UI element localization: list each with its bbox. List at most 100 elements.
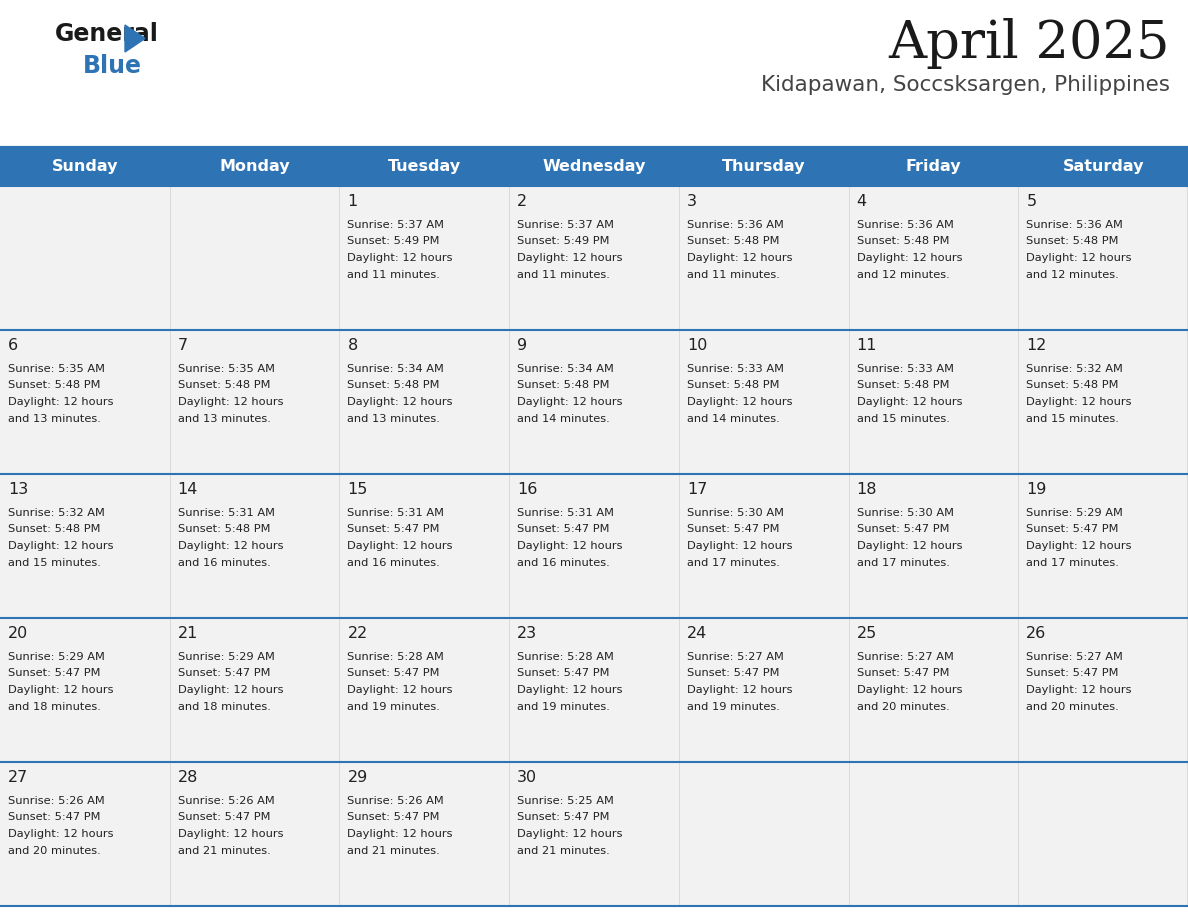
Text: and 13 minutes.: and 13 minutes. [347,413,441,423]
Text: and 16 minutes.: and 16 minutes. [178,557,271,567]
Bar [1018,762,1188,906]
Text: 1: 1 [347,194,358,209]
Text: Sunrise: 5:37 AM: Sunrise: 5:37 AM [347,220,444,230]
Text: and 21 minutes.: and 21 minutes. [178,845,271,856]
Bar [170,474,340,618]
Text: April 2025: April 2025 [889,18,1170,69]
Text: Sunset: 5:47 PM: Sunset: 5:47 PM [517,668,609,678]
Text: 15: 15 [347,482,368,497]
Bar [848,618,1018,762]
Bar [510,148,678,186]
Text: 2: 2 [517,194,527,209]
Text: Blue: Blue [83,54,143,78]
Text: Sunset: 5:48 PM: Sunset: 5:48 PM [8,380,101,390]
Text: Daylight: 12 hours: Daylight: 12 hours [857,685,962,695]
Text: and 20 minutes.: and 20 minutes. [1026,701,1119,711]
Bar [678,618,848,762]
Text: and 15 minutes.: and 15 minutes. [8,557,101,567]
Text: Sunset: 5:48 PM: Sunset: 5:48 PM [347,380,440,390]
Text: Tuesday: Tuesday [387,160,461,174]
Bar [1018,618,1188,762]
Bar [340,618,510,762]
Text: Daylight: 12 hours: Daylight: 12 hours [1026,253,1132,263]
Text: and 11 minutes.: and 11 minutes. [687,270,779,279]
Text: Sunrise: 5:36 AM: Sunrise: 5:36 AM [857,220,954,230]
Text: and 18 minutes.: and 18 minutes. [8,701,101,711]
Text: Sunset: 5:47 PM: Sunset: 5:47 PM [1026,668,1119,678]
Text: and 15 minutes.: and 15 minutes. [857,413,949,423]
Text: Thursday: Thursday [722,160,805,174]
Text: Daylight: 12 hours: Daylight: 12 hours [687,397,792,407]
Text: and 16 minutes.: and 16 minutes. [517,557,609,567]
Bar [1018,186,1188,330]
Text: Sunset: 5:47 PM: Sunset: 5:47 PM [347,812,440,823]
Text: Sunset: 5:47 PM: Sunset: 5:47 PM [517,524,609,534]
Bar [678,148,848,186]
Bar [848,186,1018,330]
Text: Sunset: 5:49 PM: Sunset: 5:49 PM [517,237,609,247]
Text: and 20 minutes.: and 20 minutes. [8,845,101,856]
Text: Daylight: 12 hours: Daylight: 12 hours [347,253,453,263]
Bar [510,762,678,906]
Text: Sunrise: 5:27 AM: Sunrise: 5:27 AM [857,652,954,662]
Bar [340,148,510,186]
Text: Daylight: 12 hours: Daylight: 12 hours [178,829,283,839]
Bar [0,330,170,474]
Text: Sunrise: 5:33 AM: Sunrise: 5:33 AM [857,364,954,374]
Text: 4: 4 [857,194,867,209]
Bar [170,186,340,330]
Text: and 20 minutes.: and 20 minutes. [857,701,949,711]
Text: Sunset: 5:47 PM: Sunset: 5:47 PM [857,668,949,678]
Bar [0,474,170,618]
Text: 28: 28 [178,770,198,785]
Text: Sunrise: 5:34 AM: Sunrise: 5:34 AM [347,364,444,374]
Text: Sunrise: 5:37 AM: Sunrise: 5:37 AM [517,220,614,230]
Text: Sunset: 5:47 PM: Sunset: 5:47 PM [687,668,779,678]
Text: Sunset: 5:47 PM: Sunset: 5:47 PM [8,668,101,678]
Text: 7: 7 [178,338,188,353]
Bar [1018,148,1188,186]
Text: Sunrise: 5:30 AM: Sunrise: 5:30 AM [687,508,784,518]
Text: General: General [55,22,159,46]
Text: and 17 minutes.: and 17 minutes. [857,557,949,567]
Text: Daylight: 12 hours: Daylight: 12 hours [178,541,283,551]
Bar [510,618,678,762]
Text: Daylight: 12 hours: Daylight: 12 hours [857,253,962,263]
Bar [510,474,678,618]
Text: Sunrise: 5:35 AM: Sunrise: 5:35 AM [8,364,105,374]
Text: Sunset: 5:48 PM: Sunset: 5:48 PM [687,380,779,390]
Text: 11: 11 [857,338,877,353]
Text: Daylight: 12 hours: Daylight: 12 hours [347,685,453,695]
Text: and 16 minutes.: and 16 minutes. [347,557,441,567]
Bar [848,762,1018,906]
Text: and 19 minutes.: and 19 minutes. [347,701,441,711]
Bar [170,148,340,186]
Bar [1018,474,1188,618]
Bar [340,474,510,618]
Bar [848,148,1018,186]
Text: Daylight: 12 hours: Daylight: 12 hours [1026,685,1132,695]
Text: 30: 30 [517,770,537,785]
Text: Sunrise: 5:32 AM: Sunrise: 5:32 AM [8,508,105,518]
Text: Daylight: 12 hours: Daylight: 12 hours [517,829,623,839]
Text: Sunset: 5:48 PM: Sunset: 5:48 PM [8,524,101,534]
Bar [0,762,170,906]
Text: Sunset: 5:47 PM: Sunset: 5:47 PM [687,524,779,534]
Text: Daylight: 12 hours: Daylight: 12 hours [8,685,114,695]
Text: Sunrise: 5:25 AM: Sunrise: 5:25 AM [517,796,614,806]
Text: Sunrise: 5:30 AM: Sunrise: 5:30 AM [857,508,954,518]
Text: Daylight: 12 hours: Daylight: 12 hours [8,541,114,551]
Text: Daylight: 12 hours: Daylight: 12 hours [1026,397,1132,407]
Text: Sunrise: 5:29 AM: Sunrise: 5:29 AM [1026,508,1123,518]
Text: 9: 9 [517,338,527,353]
Text: Daylight: 12 hours: Daylight: 12 hours [687,685,792,695]
Text: Sunrise: 5:29 AM: Sunrise: 5:29 AM [178,652,274,662]
Text: 19: 19 [1026,482,1047,497]
Text: Daylight: 12 hours: Daylight: 12 hours [687,541,792,551]
Text: 6: 6 [8,338,18,353]
Text: and 11 minutes.: and 11 minutes. [347,270,441,279]
Bar [510,330,678,474]
Text: Sunset: 5:48 PM: Sunset: 5:48 PM [1026,237,1119,247]
Text: Daylight: 12 hours: Daylight: 12 hours [517,397,623,407]
Text: 14: 14 [178,482,198,497]
